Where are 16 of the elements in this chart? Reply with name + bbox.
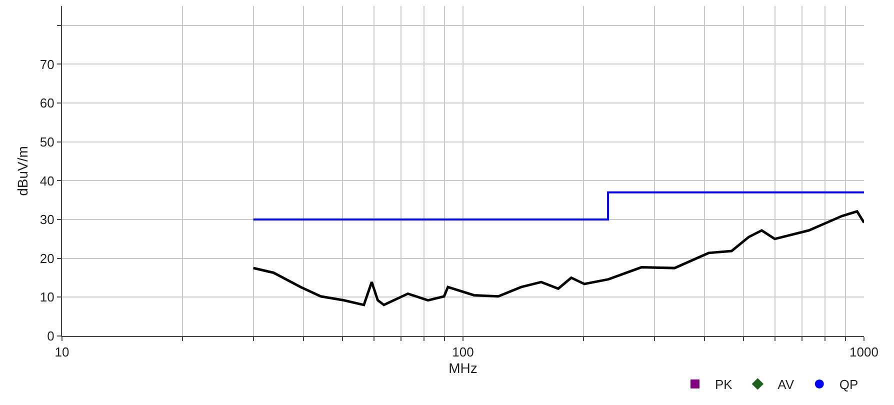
x-axis-title: MHz (448, 360, 478, 376)
y-tick-label: 40 (40, 173, 54, 188)
y-tick-label: 30 (40, 212, 54, 228)
legend-label: AV (778, 377, 794, 392)
y-tick-label: 0 (47, 328, 54, 344)
legend-label: PK (715, 377, 733, 392)
y-axis-title: dBuV/m (14, 146, 31, 196)
y-tick-label: 70 (40, 56, 54, 72)
legend-label: QP (839, 377, 858, 392)
y-tick-label: 20 (40, 250, 54, 266)
x-tick-label: 1000 (850, 344, 878, 360)
x-tick-label: 100 (452, 344, 474, 360)
y-tick-label: 50 (40, 134, 54, 150)
x-tick-label: 10 (54, 344, 70, 360)
y-tick-label: 10 (40, 290, 54, 305)
y-tick-label: 60 (40, 96, 54, 111)
